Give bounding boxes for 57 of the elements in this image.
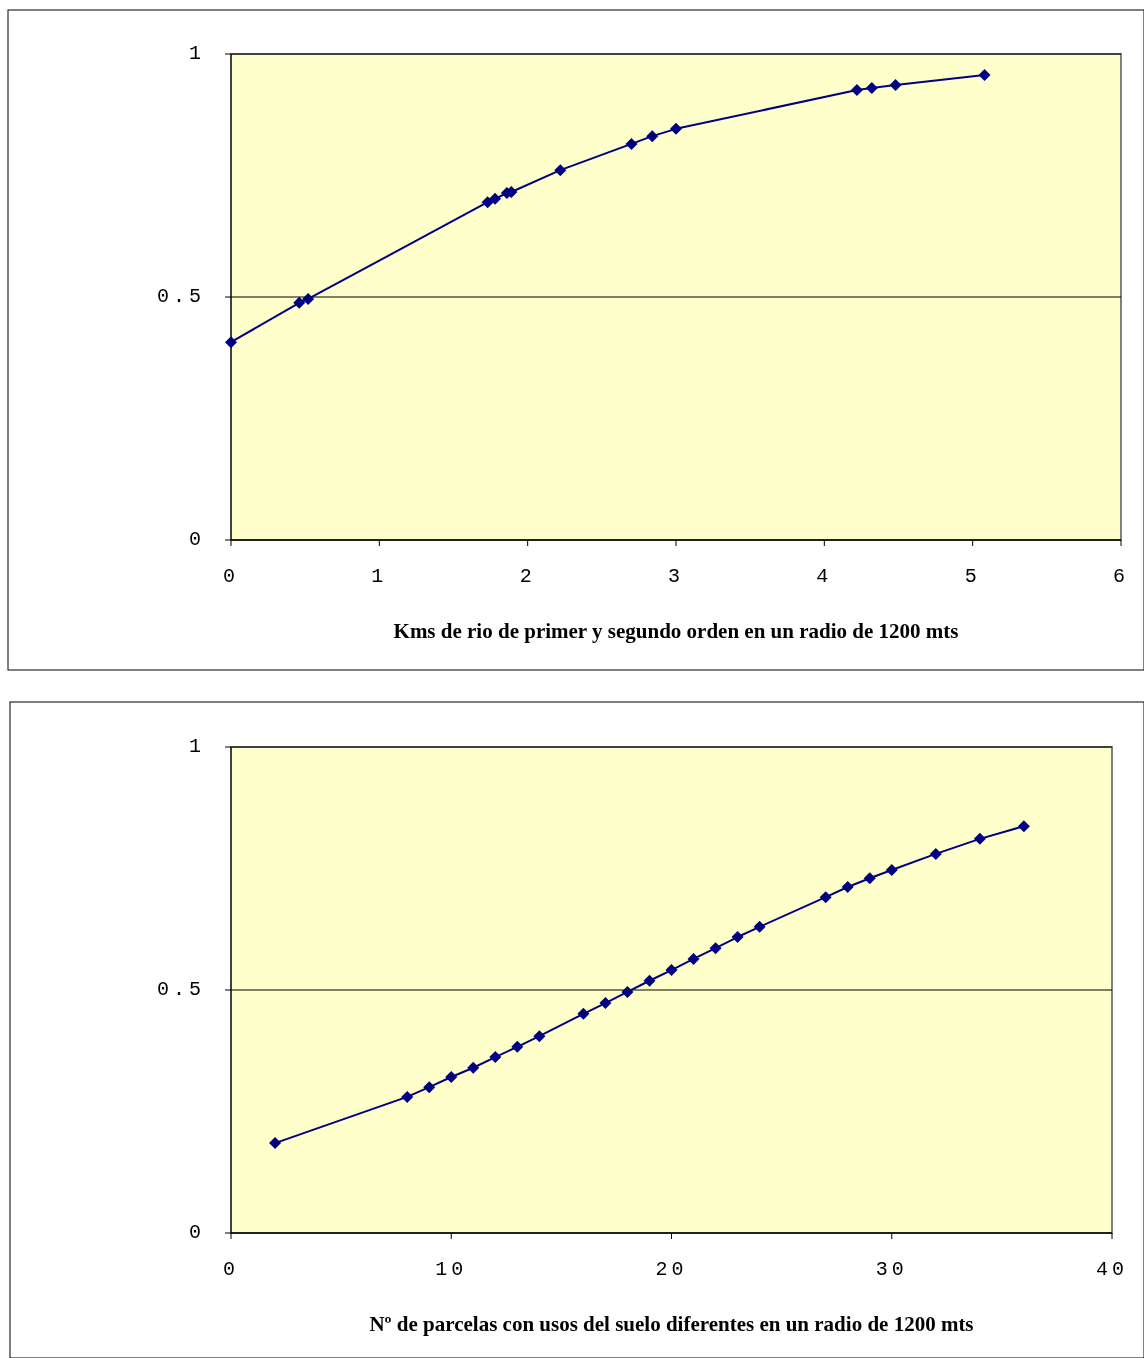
point bbox=[865, 82, 878, 95]
point bbox=[670, 122, 682, 135]
point bbox=[731, 931, 744, 944]
point bbox=[489, 1051, 502, 1064]
x-tick-label: 0 bbox=[222, 1258, 240, 1281]
point bbox=[467, 1061, 480, 1074]
point bbox=[753, 920, 766, 933]
y-tick-label: 0 bbox=[188, 1221, 205, 1245]
y-tick-label: 0 bbox=[188, 528, 205, 552]
point bbox=[1017, 820, 1030, 833]
x-tick-label: 4 bbox=[816, 565, 833, 588]
point bbox=[445, 1070, 458, 1083]
y-tick-label: 1 bbox=[188, 735, 205, 759]
x-tick-label: 20 bbox=[655, 1258, 688, 1281]
point bbox=[554, 164, 567, 177]
point bbox=[481, 196, 494, 209]
x-tick-label: 1 bbox=[371, 565, 388, 588]
point bbox=[621, 985, 634, 998]
point bbox=[687, 952, 700, 965]
x-tick-label: 0 bbox=[222, 565, 240, 588]
x-tick-label: 2 bbox=[519, 565, 536, 588]
y-tick-label: 0.5 bbox=[156, 285, 205, 309]
x-tick-label: 6 bbox=[1112, 565, 1130, 588]
x-tick-label: 3 bbox=[667, 565, 685, 588]
point bbox=[709, 942, 722, 955]
point bbox=[423, 1081, 436, 1094]
point bbox=[863, 872, 876, 885]
x-tick-label: 30 bbox=[875, 1258, 908, 1281]
y-tick-label: 1 bbox=[188, 42, 205, 66]
point bbox=[302, 292, 315, 305]
point bbox=[533, 1030, 546, 1043]
point bbox=[511, 1040, 524, 1053]
x-tick-label: 5 bbox=[964, 565, 981, 588]
point bbox=[885, 863, 898, 876]
x-axis-title: Nº de parcelas con usos del suelo diferentes en un radio de 1200 mts bbox=[369, 1312, 974, 1336]
point bbox=[841, 880, 854, 893]
point bbox=[850, 83, 863, 96]
point bbox=[625, 137, 638, 150]
point bbox=[819, 891, 832, 904]
point bbox=[646, 130, 659, 143]
point bbox=[577, 1007, 590, 1020]
point bbox=[973, 832, 986, 845]
point bbox=[665, 964, 678, 977]
point bbox=[978, 68, 991, 81]
x-tick-label: 10 bbox=[435, 1258, 468, 1281]
x-tick-label: 40 bbox=[1095, 1258, 1129, 1281]
point bbox=[489, 192, 502, 205]
point bbox=[225, 336, 237, 349]
point bbox=[929, 847, 942, 860]
point bbox=[599, 997, 612, 1010]
y-tick-label: 0.5 bbox=[156, 978, 205, 1002]
point bbox=[293, 296, 306, 309]
point bbox=[269, 1137, 282, 1150]
point bbox=[401, 1090, 414, 1103]
x-axis-title: Kms de rio de primer y segundo orden en un radio de 1200 mts bbox=[393, 619, 959, 643]
point bbox=[889, 79, 902, 92]
point bbox=[643, 974, 656, 987]
